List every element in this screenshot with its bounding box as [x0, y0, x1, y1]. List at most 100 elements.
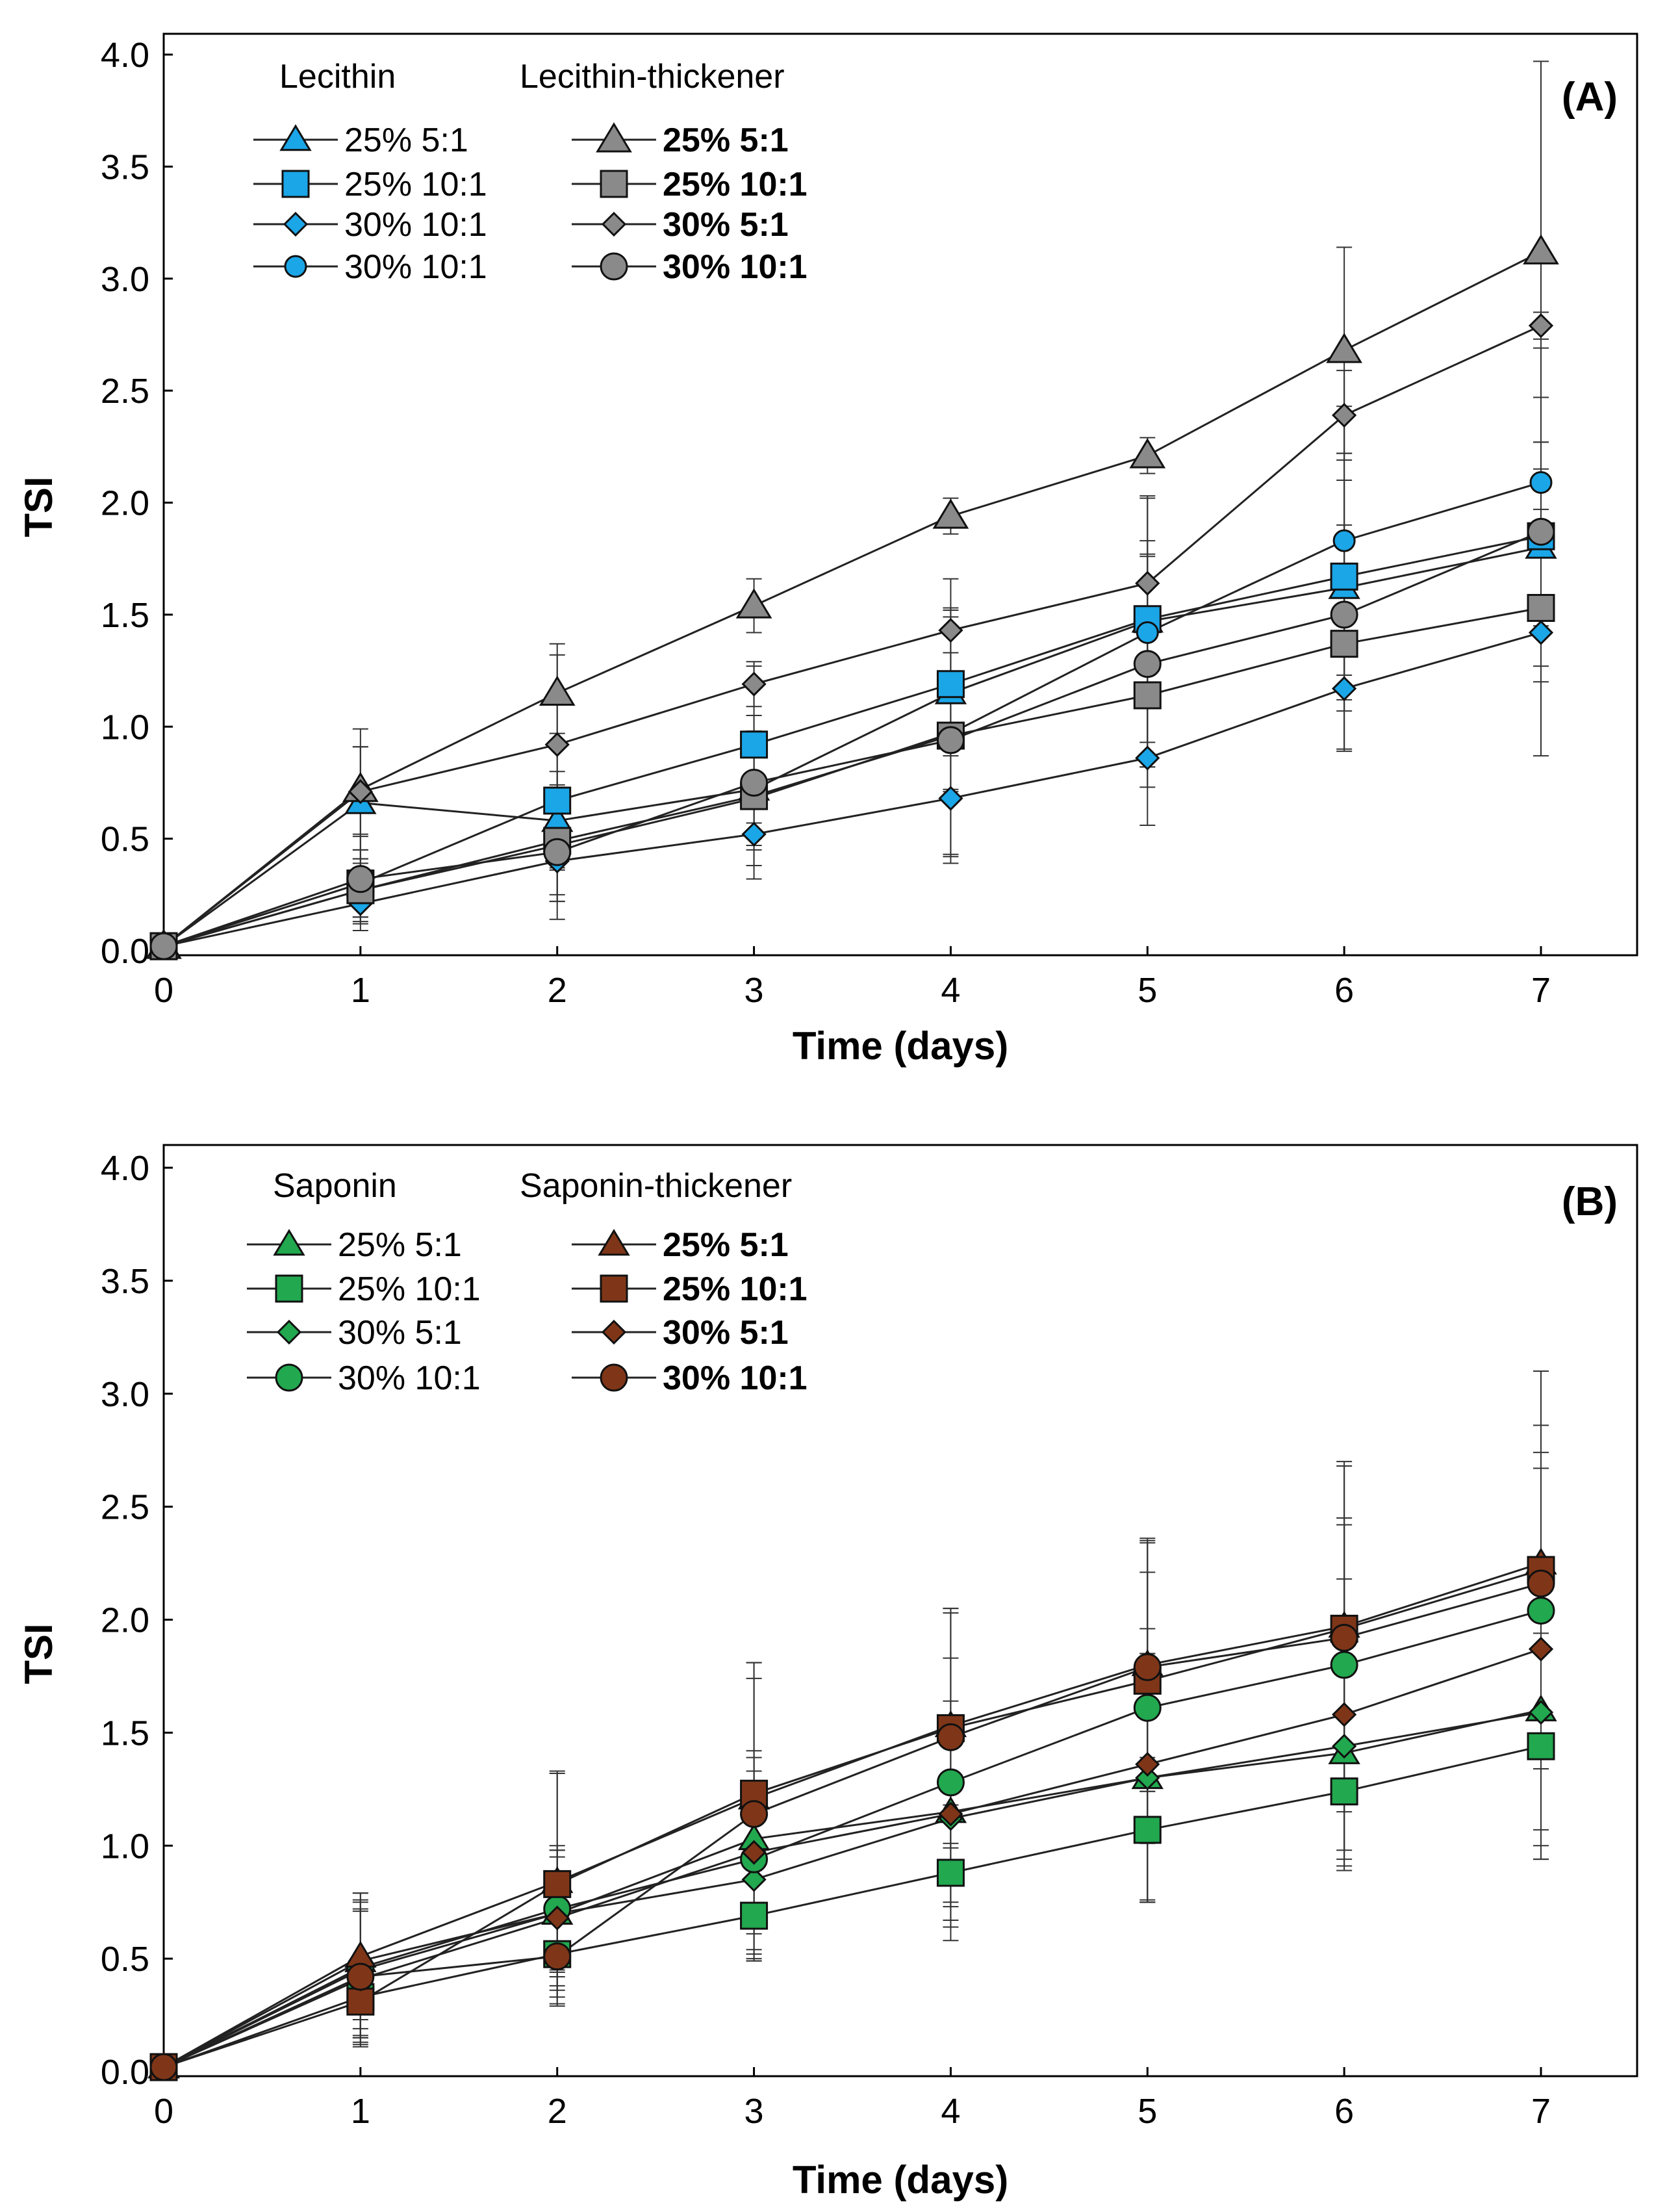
- data-point: [741, 1840, 767, 1865]
- y-tick-label: 1.0: [101, 1827, 149, 1866]
- data-point: [1330, 1623, 1358, 1652]
- series-line: [163, 1709, 1542, 2068]
- y-tick-label: 1.5: [101, 1714, 149, 1753]
- data-point: [741, 1867, 767, 1892]
- data-point: [1527, 517, 1555, 546]
- legend-marker: [279, 124, 312, 151]
- legend-marker: [596, 122, 632, 153]
- legend-label: 30% 10:1: [344, 206, 487, 244]
- data-point: [544, 732, 570, 757]
- y-axis-title: TSI: [17, 1623, 60, 1684]
- y-tick-label: 2.0: [101, 484, 149, 523]
- series-line: [163, 530, 1542, 947]
- legend-label: 25% 10:1: [344, 166, 487, 203]
- legend-marker: [601, 1319, 627, 1345]
- data-point: [1528, 620, 1554, 645]
- legend-group-title: Saponin: [273, 1167, 397, 1205]
- legend-label: 30% 5:1: [663, 1314, 789, 1352]
- x-tick-label: 1: [351, 2092, 370, 2131]
- data-point: [740, 1800, 769, 1829]
- series-line: [163, 1711, 1542, 2068]
- x-tick-label: 5: [1138, 2092, 1157, 2131]
- data-point: [348, 779, 373, 804]
- legend-marker: [276, 1319, 302, 1345]
- legend: Saponin 25% 5:1 25% 10:1 30% 5:1 30% 10:1 Sap…: [247, 1167, 808, 1397]
- data-point: [1332, 529, 1356, 552]
- data-point: [1332, 676, 1357, 701]
- data-point: [1528, 1636, 1554, 1662]
- panel-a-chart: 0.0 0.5 1.0 1.5 2.0 2.5 3.0 3.5 4.0 0 1 2 3 4 5 6 7 Time …: [17, 32, 1638, 1068]
- x-tick-label: 4: [941, 971, 960, 1010]
- data-point: [1330, 1777, 1358, 1806]
- x-tick-label: 6: [1334, 971, 1354, 1010]
- legend-label: 30% 10:1: [338, 1359, 481, 1397]
- data-point: [1332, 1734, 1357, 1759]
- data-point: [1332, 1702, 1357, 1727]
- data-point: [1135, 1765, 1160, 1791]
- x-tick-label: 5: [1138, 971, 1157, 1010]
- legend-label: 25% 5:1: [663, 122, 789, 159]
- data-point: [740, 768, 769, 797]
- data-point: [1330, 600, 1358, 629]
- data-point: [741, 821, 767, 847]
- series-markers: [147, 1547, 1557, 2081]
- x-tick-label: 7: [1531, 971, 1551, 1010]
- data-point: [938, 617, 963, 643]
- y-tick-label: 2.0: [101, 1601, 149, 1640]
- data-point: [149, 932, 178, 960]
- series-line: [163, 1610, 1542, 2068]
- x-tick-label: 0: [154, 2092, 173, 2131]
- data-point: [735, 588, 772, 619]
- data-point: [1527, 594, 1555, 623]
- x-tick-label: 3: [744, 2092, 764, 2131]
- data-point: [1133, 681, 1162, 710]
- data-point: [1133, 650, 1162, 678]
- legend-label: 25% 10:1: [663, 166, 808, 203]
- data-point: [932, 498, 969, 529]
- legend-label: 25% 5:1: [344, 122, 468, 159]
- series-line: [163, 324, 1542, 947]
- panel-label: (A): [1562, 75, 1618, 120]
- data-point: [1528, 313, 1554, 339]
- data-point: [543, 838, 572, 866]
- x-tick-label: 4: [941, 2092, 960, 2131]
- series-line: [163, 535, 1542, 947]
- series-lines: [163, 251, 1542, 947]
- legend-label: 25% 10:1: [663, 1270, 808, 1308]
- legend-group-title: Lecithin-thickener: [520, 58, 785, 96]
- y-tick-label: 1.0: [101, 708, 149, 747]
- y-tick-label: 1.5: [101, 596, 149, 635]
- x-tick-label: 7: [1531, 2092, 1551, 2131]
- panel-label: (B): [1562, 1179, 1618, 1224]
- series-line: [163, 1569, 1542, 2068]
- legend-marker: [284, 255, 307, 278]
- data-point: [1527, 1569, 1555, 1598]
- x-tick-label: 6: [1334, 2092, 1354, 2131]
- series-line: [163, 1648, 1542, 2068]
- plot-frame: [162, 32, 1638, 957]
- data-point: [1330, 562, 1358, 591]
- data-point: [936, 1723, 965, 1751]
- y-tick-label: 0.5: [101, 820, 149, 859]
- x-tick-label: 3: [744, 971, 764, 1010]
- legend-label: 25% 10:1: [338, 1270, 481, 1308]
- data-point: [936, 726, 965, 754]
- y-axis-title: TSI: [17, 476, 60, 537]
- legend-marker: [600, 1274, 628, 1303]
- legend-label: 25% 5:1: [663, 1226, 789, 1264]
- series-line: [163, 632, 1542, 947]
- legend-marker: [598, 1229, 630, 1256]
- legend-marker: [601, 211, 627, 237]
- legend-marker: [283, 211, 309, 237]
- data-point: [1330, 630, 1358, 658]
- legend-label: 25% 5:1: [338, 1226, 462, 1264]
- data-point: [938, 1801, 963, 1827]
- data-point: [543, 1942, 572, 1971]
- series-line: [163, 546, 1542, 947]
- data-point: [741, 671, 767, 697]
- series-line: [163, 1582, 1542, 2068]
- y-tick-label: 3.5: [101, 1262, 149, 1301]
- y-tick-label: 0.0: [101, 932, 149, 971]
